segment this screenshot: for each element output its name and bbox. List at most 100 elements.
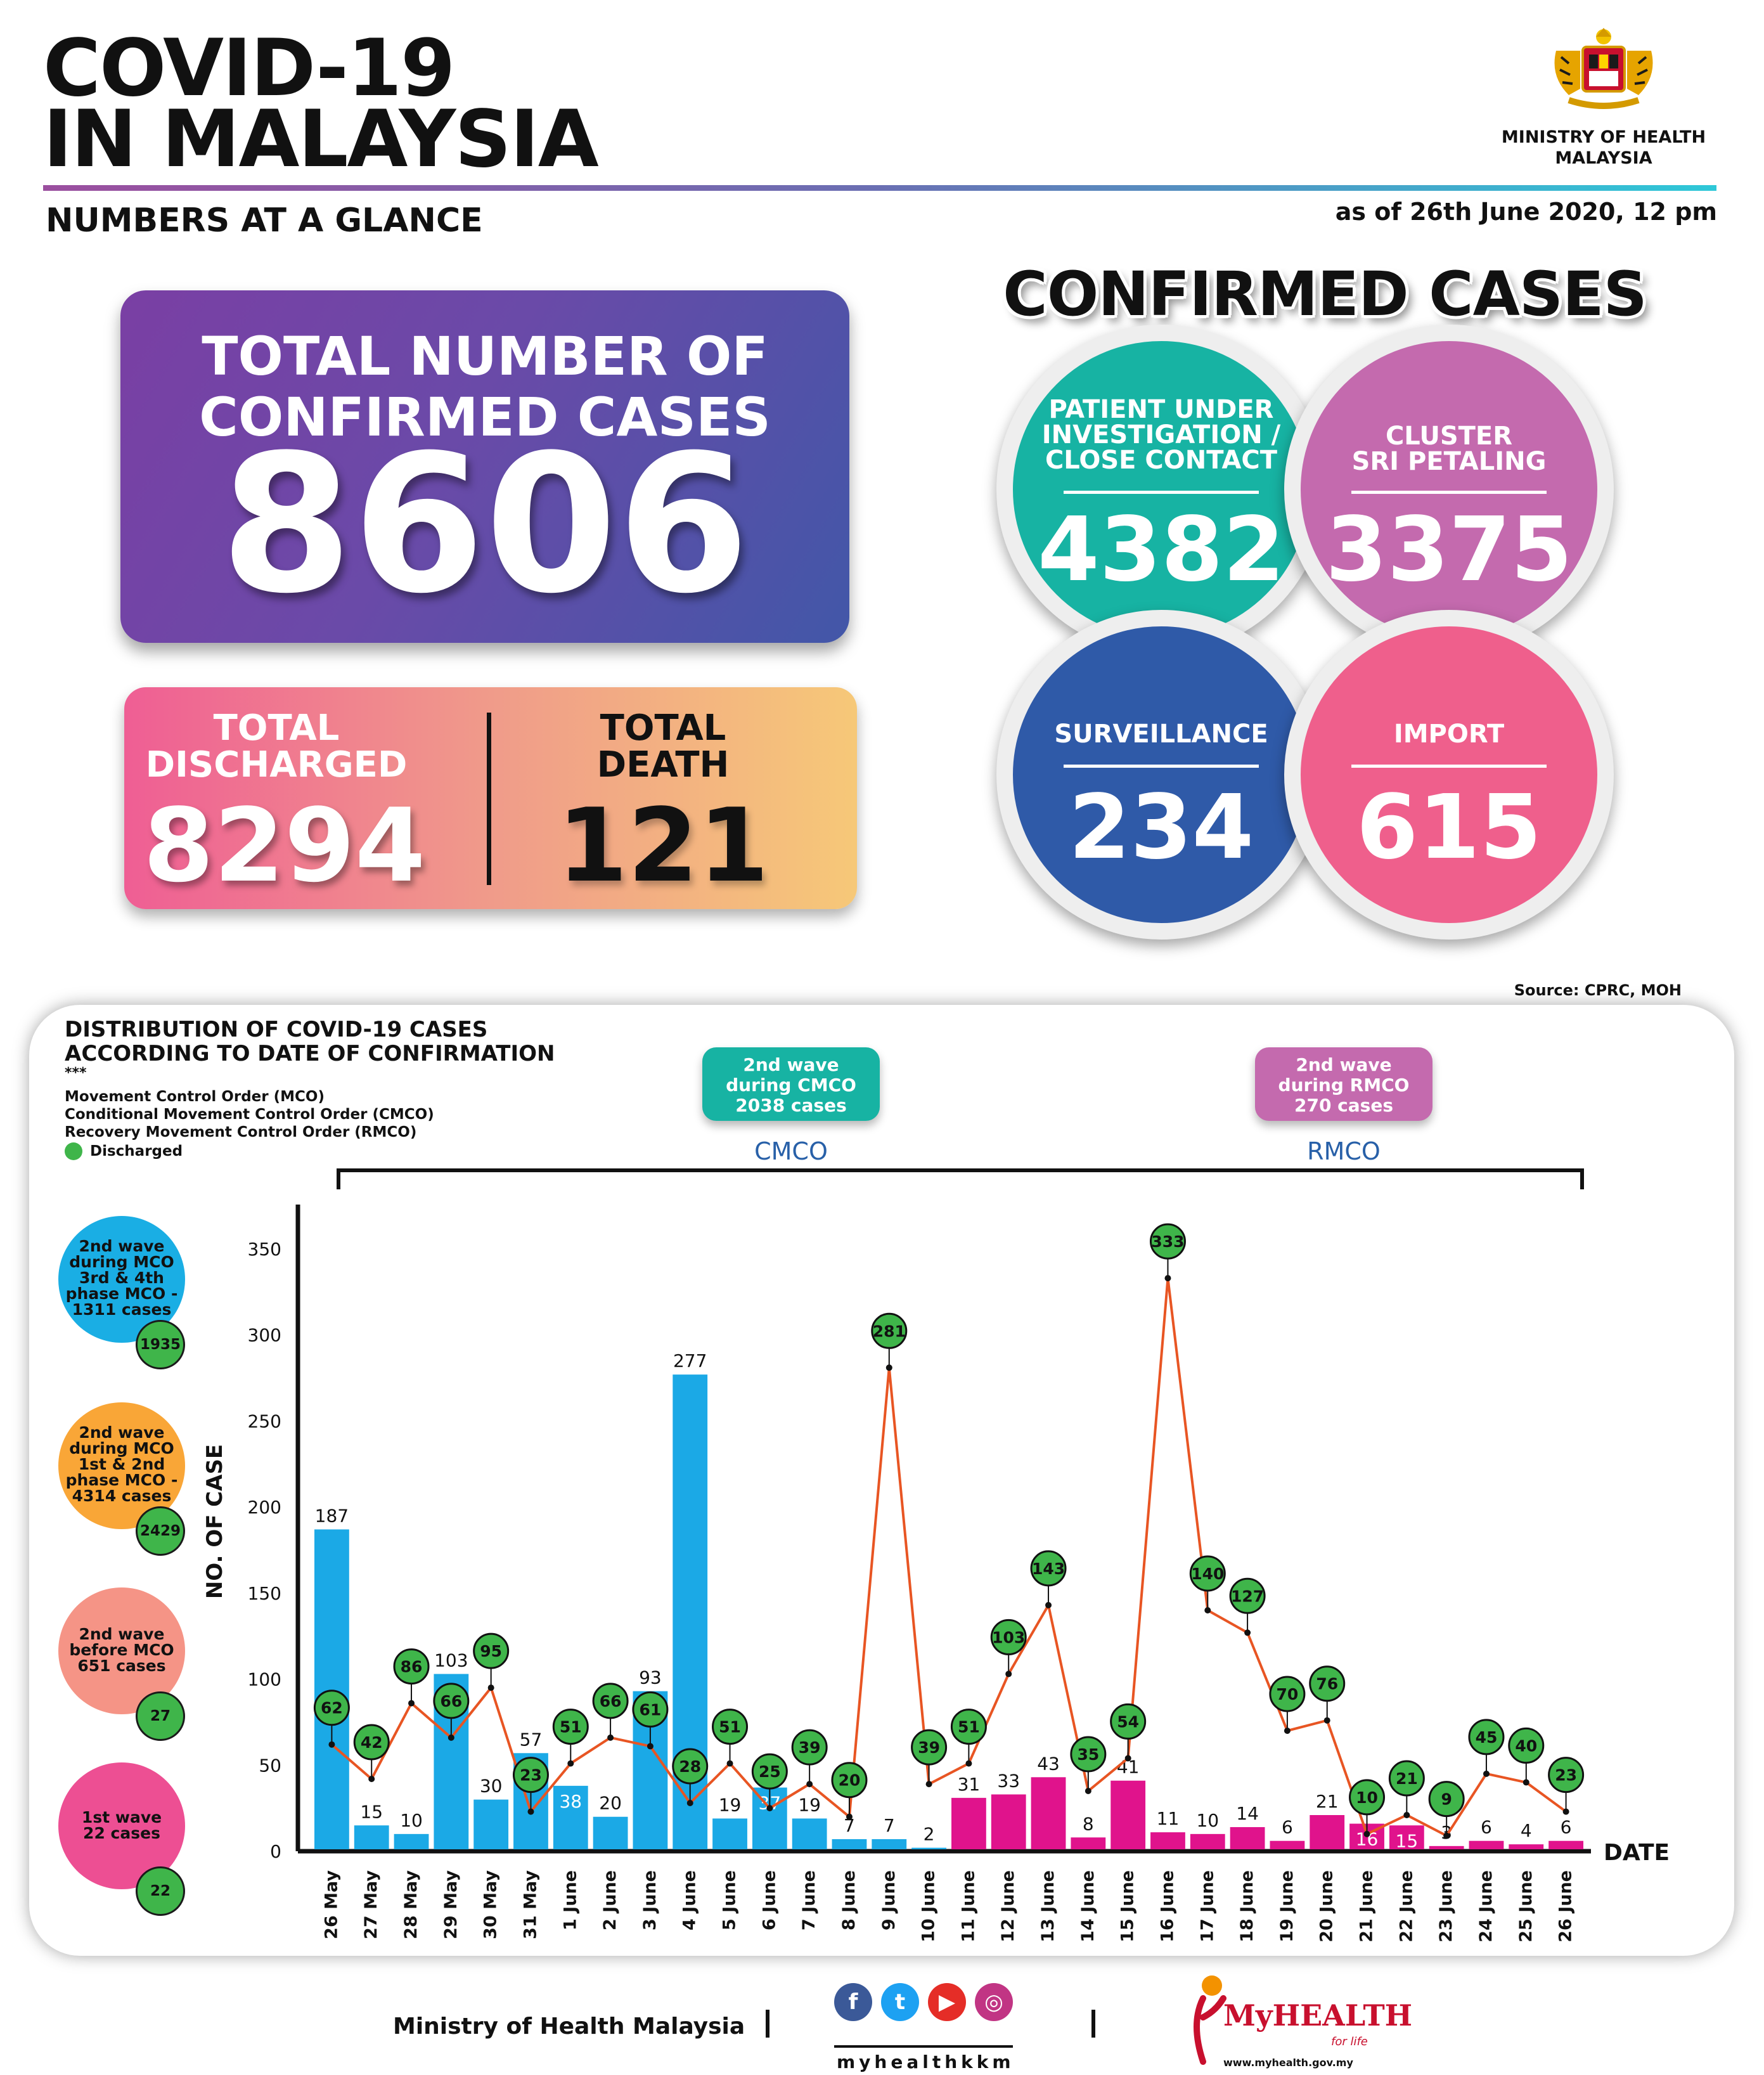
bar xyxy=(593,1816,628,1849)
discharged-point xyxy=(328,1741,335,1748)
x-tick-label: 14 June xyxy=(1078,1870,1098,1942)
x-tick-label: 11 June xyxy=(958,1870,978,1942)
discharged-badge xyxy=(1269,1676,1306,1712)
cmco-phase-label: CMCO xyxy=(754,1137,828,1165)
page-subtitle: NUMBERS AT A GLANCE xyxy=(46,202,483,240)
bar xyxy=(951,1797,986,1849)
x-tick-label: 22 June xyxy=(1396,1870,1416,1942)
x-axis-label: DATE xyxy=(1604,1840,1670,1866)
discharged-value-label: 23 xyxy=(520,1766,542,1785)
bar xyxy=(314,1529,349,1849)
surveillance-circle: SURVEILLANCE 234 xyxy=(996,610,1326,940)
import-label: IMPORT xyxy=(1393,720,1505,749)
bar xyxy=(473,1799,509,1849)
side-wave-discharged-badge: 1935 xyxy=(136,1320,185,1369)
y-tick-label: 100 xyxy=(248,1669,281,1690)
legend-rmco: Recovery Movement Control Order (RMCO) xyxy=(65,1124,417,1141)
discharged-point xyxy=(1523,1779,1529,1786)
x-tick-label: 21 June xyxy=(1357,1870,1377,1942)
twitter-icon[interactable]: t xyxy=(881,1983,919,2021)
title-line-2: IN MALAYSIA xyxy=(43,94,599,185)
total-death-value: 121 xyxy=(557,786,769,905)
side-wave-label: 2nd wave xyxy=(79,1423,165,1442)
side-wave-label: during MCO xyxy=(69,1253,174,1271)
bar-value-label: 10 xyxy=(400,1810,423,1831)
bar xyxy=(1469,1840,1504,1849)
total-confirmed-label-line-2: CONFIRMED CASES xyxy=(199,386,771,448)
x-tick-label: 2 June xyxy=(600,1870,620,1930)
cluster-rule xyxy=(1351,491,1547,494)
x-tick-label: 8 June xyxy=(839,1870,859,1930)
bar xyxy=(1310,1815,1345,1849)
bar-value-label: 10 xyxy=(1196,1810,1219,1831)
discharged-point xyxy=(1363,1830,1370,1837)
rmco-phase-label: RMCO xyxy=(1307,1137,1381,1165)
discharged-value-label: 86 xyxy=(401,1658,423,1676)
discharged-badge xyxy=(552,1709,589,1745)
total-confirmed-value: 8606 xyxy=(220,414,750,635)
youtube-icon[interactable]: ▶ xyxy=(928,1983,966,2021)
surveillance-label: SURVEILLANCE xyxy=(1054,720,1268,749)
bar-value-label: 33 xyxy=(997,1770,1020,1791)
x-tick-label: 23 June xyxy=(1436,1870,1456,1942)
discharged-value-label: 61 xyxy=(640,1700,662,1719)
discharged-value-label: 103 xyxy=(992,1628,1025,1646)
x-tick-label: 19 June xyxy=(1277,1870,1297,1942)
discharged-badge xyxy=(871,1312,908,1349)
bar-value-label: 277 xyxy=(673,1350,707,1371)
social-rule xyxy=(834,2045,1013,2048)
bar-value-label: 21 xyxy=(1316,1791,1339,1812)
x-tick-label: 26 June xyxy=(1556,1870,1576,1942)
discharged-point xyxy=(1124,1755,1131,1762)
side-wave-label: before MCO xyxy=(69,1641,174,1659)
pui-label-line-3: CLOSE CONTACT xyxy=(1045,446,1278,475)
x-tick-label: 16 June xyxy=(1157,1870,1177,1942)
discharged-point xyxy=(1005,1671,1012,1677)
discharged-value-label: 28 xyxy=(679,1757,701,1776)
discharged-value-label: 25 xyxy=(759,1762,781,1781)
discharged-value-label: 51 xyxy=(719,1718,741,1736)
discharged-value-label: 51 xyxy=(958,1718,980,1736)
social-handle[interactable]: myhealthkkm xyxy=(837,2052,1015,2072)
total-discharged-value: 8294 xyxy=(143,786,426,905)
side-wave-label: 1st & 2nd xyxy=(78,1455,165,1473)
myhealth-url[interactable]: www.myhealth.gov.my xyxy=(1223,2057,1353,2069)
discharged-badge xyxy=(1349,1779,1386,1816)
pui-label-line-2: INVESTIGATION / xyxy=(1041,420,1281,449)
discharged-value-label: 333 xyxy=(1151,1232,1184,1251)
x-tick-label: 10 June xyxy=(919,1870,939,1942)
total-death-label: TOTAL DEATH xyxy=(530,710,796,784)
x-tick-label: 1 June xyxy=(560,1870,580,1930)
x-tick-label: 3 June xyxy=(640,1870,660,1930)
bar-value-label: 4 xyxy=(1521,1820,1532,1841)
as-of-date: as of 26th June 2020, 12 pm xyxy=(1335,198,1717,226)
side-wave-label: 1311 cases xyxy=(72,1300,172,1319)
discharged-badge xyxy=(672,1748,709,1785)
rmco-wave-tag: 2nd wave during RMCO 270 cases xyxy=(1255,1047,1432,1121)
bar xyxy=(872,1839,907,1849)
discharged-value-label: 42 xyxy=(361,1733,383,1752)
discharged-badge xyxy=(1428,1781,1465,1818)
y-tick-label: 50 xyxy=(259,1755,281,1776)
bar-value-label: 30 xyxy=(480,1776,503,1797)
bar-value-label: 6 xyxy=(1561,1817,1572,1838)
discharged-value-label: 39 xyxy=(799,1738,821,1757)
discharged-badge xyxy=(1149,1223,1186,1260)
facebook-icon[interactable]: f xyxy=(834,1983,872,2021)
myhealth-tagline: for life xyxy=(1331,2035,1368,2048)
myhealth-logo: MyHEALTH xyxy=(1223,1998,1413,2033)
side-wave-label: 3rd & 4th xyxy=(79,1269,164,1287)
discharged-value-label: 127 xyxy=(1231,1587,1264,1605)
total-confirmed-label-line-1: TOTAL NUMBER OF xyxy=(202,325,768,387)
instagram-icon[interactable]: ◎ xyxy=(975,1983,1013,2021)
pui-circle: PATIENT UNDER INVESTIGATION / CLOSE CONT… xyxy=(996,325,1326,654)
side-wave-label: phase MCO - xyxy=(65,1471,178,1489)
bar xyxy=(1548,1840,1583,1849)
bar-value-label: 31 xyxy=(958,1774,981,1795)
discharged-point xyxy=(447,1734,454,1741)
discharged-value-label: 76 xyxy=(1316,1675,1338,1693)
cluster-label-line-1: CLUSTER xyxy=(1385,422,1513,451)
discharged-badge xyxy=(353,1724,390,1761)
discharged-point xyxy=(846,1813,853,1820)
discharged-value-label: 35 xyxy=(1077,1745,1099,1764)
